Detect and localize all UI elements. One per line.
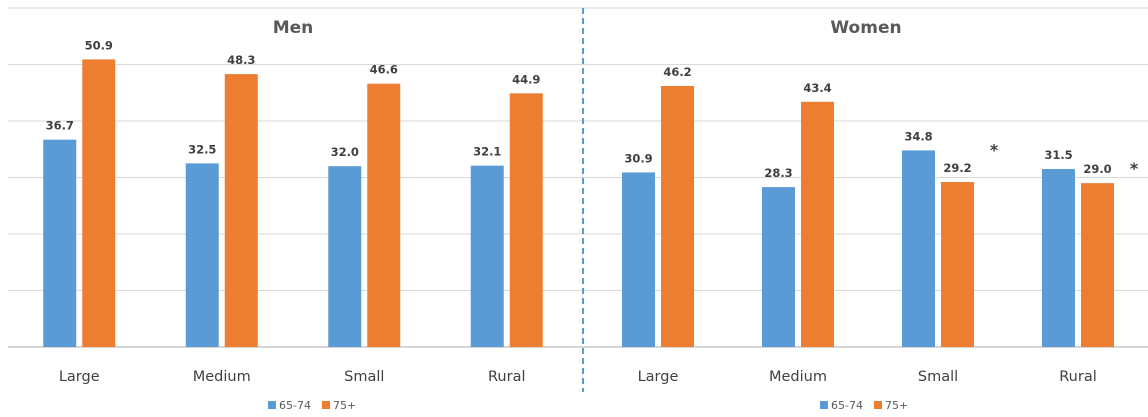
men-bar-75plus xyxy=(367,83,401,348)
women-bar-75plus xyxy=(941,182,974,347)
men-value-label: 32.1 xyxy=(473,145,501,159)
women-value-label: 30.9 xyxy=(624,151,652,165)
men-value-label: 48.3 xyxy=(227,53,255,67)
women-significance-marker: * xyxy=(990,140,999,159)
men-value-label: 32.5 xyxy=(188,142,216,156)
women-value-label: 31.5 xyxy=(1044,148,1072,162)
men-value-label: 44.9 xyxy=(512,72,540,86)
men-panel: Men Large 36.7 50.9 Medium 32.5 48.3 Small 32.0… xyxy=(43,18,543,412)
men-bar-75plus xyxy=(224,74,258,347)
men-bar-65-74 xyxy=(328,166,362,347)
women-bar-65-74 xyxy=(902,150,935,347)
men-value-label: 32.0 xyxy=(331,145,359,159)
men-panel-title: Men xyxy=(273,18,314,38)
men-category-label: Large xyxy=(59,369,100,385)
men-value-label: 46.6 xyxy=(370,63,398,77)
men-value-label: 50.9 xyxy=(85,38,113,52)
women-legend-label: 75+ xyxy=(885,399,908,412)
women-bar-65-74 xyxy=(762,187,795,347)
women-value-label: 43.4 xyxy=(803,81,831,95)
women-bar-65-74 xyxy=(622,172,655,347)
women-legend-swatch xyxy=(874,401,882,409)
men-bar-65-74 xyxy=(43,139,77,347)
gridlines xyxy=(8,7,1148,348)
men-legend-label: 65-74 xyxy=(279,399,311,412)
men-bar-65-74 xyxy=(185,163,219,347)
women-category-label: Small xyxy=(918,369,958,385)
men-category-label: Rural xyxy=(488,369,526,385)
women-value-label: 34.8 xyxy=(904,129,932,143)
women-bar-75plus xyxy=(661,85,694,347)
men-bar-75plus xyxy=(509,93,543,347)
men-legend-label: 75+ xyxy=(333,399,356,412)
men-legend-swatch xyxy=(322,401,330,409)
women-value-label: 28.3 xyxy=(764,166,792,180)
men-value-label: 36.7 xyxy=(46,119,74,133)
women-significance-marker: * xyxy=(1130,159,1139,178)
women-value-label: 29.2 xyxy=(943,161,971,175)
women-category-label: Rural xyxy=(1059,369,1097,385)
men-legend-swatch xyxy=(268,401,276,409)
men-category-label: Medium xyxy=(193,369,251,385)
women-bar-75plus xyxy=(1081,183,1114,347)
men-bar-75plus xyxy=(82,59,116,347)
women-category-label: Medium xyxy=(769,369,827,385)
women-category-label: Large xyxy=(638,369,679,385)
men-bar-65-74 xyxy=(470,165,504,347)
women-value-label: 46.2 xyxy=(663,65,691,79)
men-category-label: Small xyxy=(344,369,384,385)
women-value-label: 29.0 xyxy=(1083,162,1111,176)
women-bar-75plus xyxy=(801,101,834,347)
women-panel: Women Large 30.9 46.2 Medium 28.3 43.4 Small 34… xyxy=(622,18,1139,412)
women-legend-label: 65-74 xyxy=(831,399,863,412)
women-panel-title: Women xyxy=(830,18,901,38)
women-bar-65-74 xyxy=(1042,169,1075,347)
women-legend-swatch xyxy=(820,401,828,409)
